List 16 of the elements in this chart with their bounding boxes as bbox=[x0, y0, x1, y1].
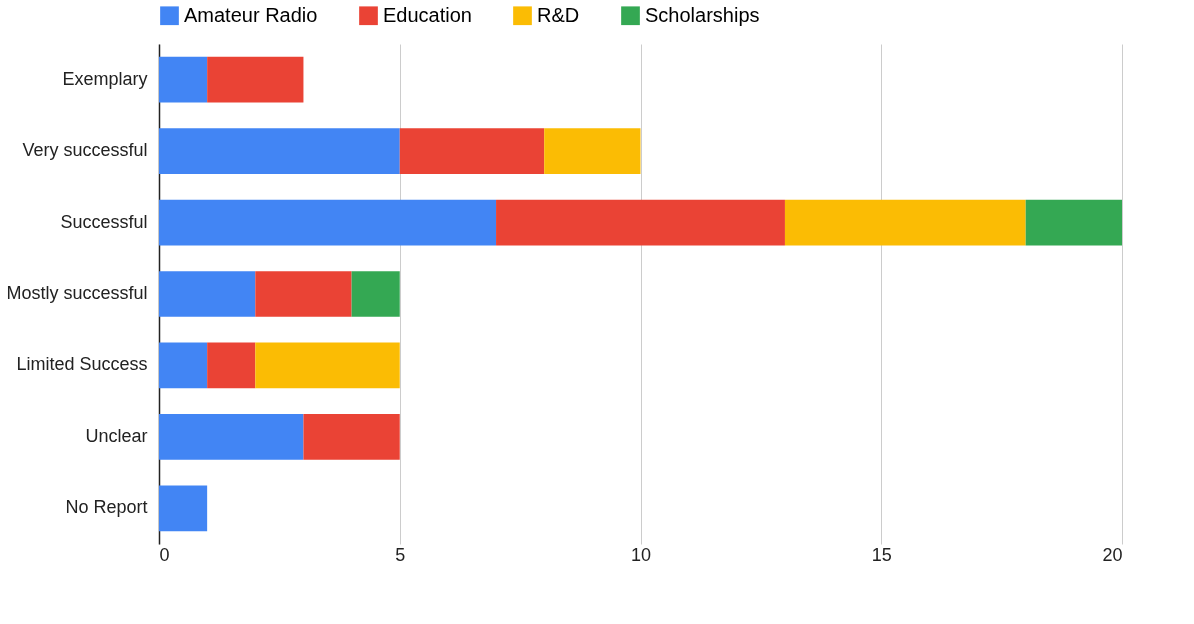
x-tick-label: 15 bbox=[871, 544, 892, 565]
legend-label: Scholarships bbox=[645, 3, 760, 26]
y-tick-label: Unclear bbox=[85, 425, 148, 446]
x-tick-label: 20 bbox=[1102, 544, 1123, 565]
y-tick-label: Exemplary bbox=[62, 68, 148, 89]
y-tick-label: Very successful bbox=[22, 140, 148, 161]
y-tick-label: Mostly successful bbox=[6, 283, 148, 303]
legend-label: Education bbox=[383, 3, 472, 26]
legend-label: Amateur Radio bbox=[184, 3, 318, 26]
y-tick-label: Limited Success bbox=[16, 354, 148, 375]
y-tick-label: Successful bbox=[60, 211, 148, 232]
x-tick-label: 10 bbox=[630, 544, 652, 565]
x-tick-label: 5 bbox=[395, 544, 406, 565]
x-tick-label: 0 bbox=[159, 544, 170, 565]
y-tick-label: No Report bbox=[65, 497, 148, 518]
legend-label: R&D bbox=[537, 3, 580, 26]
